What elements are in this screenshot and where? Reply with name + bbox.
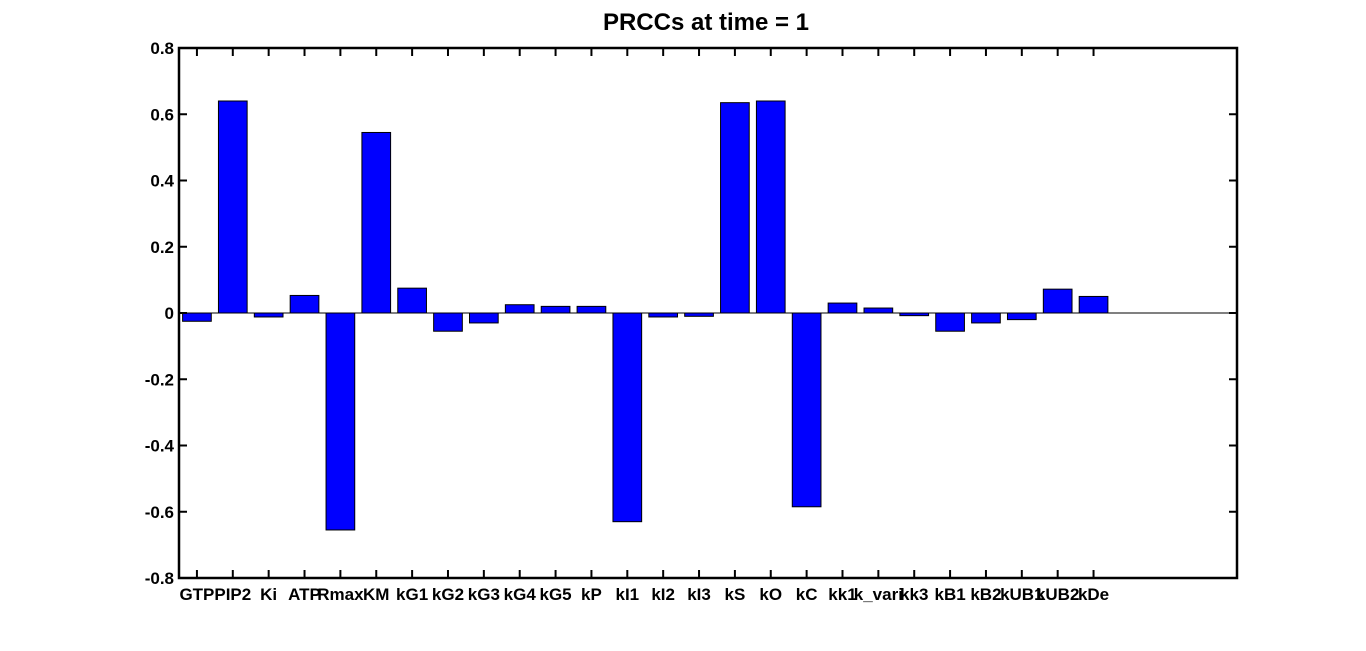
x-tick-label: kI3: [687, 585, 711, 604]
x-tick-label: kI2: [651, 585, 675, 604]
x-tick-label: kB1: [934, 585, 965, 604]
bar-kDe: [1078, 295, 1109, 314]
x-tick-label: k_vari: [854, 585, 903, 604]
bar-k_vari: [863, 307, 894, 314]
bar-ATP: [289, 294, 320, 314]
x-tick-label: kDe: [1078, 585, 1109, 604]
y-tick-label: -0.2: [145, 370, 174, 389]
x-tick-label: kB2: [970, 585, 1001, 604]
x-tick-label: ATP: [288, 585, 321, 604]
x-tick-label: kG4: [504, 585, 537, 604]
x-tick-label: KM: [363, 585, 389, 604]
x-tick-label: kk1: [828, 585, 856, 604]
bar-kB2: [971, 312, 1001, 324]
x-tick-label: kG2: [432, 585, 464, 604]
bar-kI1: [612, 312, 643, 523]
chart-title: PRCCs at time = 1: [603, 9, 809, 36]
x-tick-label: kC: [796, 585, 818, 604]
bar-kUB1: [1006, 312, 1037, 321]
bar-kG4: [504, 304, 535, 314]
y-tick-label: 0.2: [150, 238, 174, 257]
y-tick-label: -0.8: [145, 569, 174, 588]
bar-kB1: [935, 312, 965, 332]
bar-PIP2: [217, 100, 248, 314]
x-tick-label: PIP2: [214, 585, 251, 604]
x-tick-label: kk3: [900, 585, 928, 604]
bar-kG5: [540, 305, 571, 314]
x-tick-label: kUB1: [1000, 585, 1043, 604]
y-tick-label: 0.6: [150, 105, 174, 124]
x-tick-label: Ki: [260, 585, 277, 604]
x-tick-label: kI1: [615, 585, 639, 604]
y-tick-label: 0: [165, 304, 174, 323]
bar-GTP: [182, 312, 212, 322]
bar-kP: [576, 305, 607, 314]
bar-kI2: [648, 312, 679, 318]
x-tick-label: kUB2: [1036, 585, 1079, 604]
bar-kG2: [433, 312, 463, 332]
x-tick-label: kG3: [468, 585, 500, 604]
x-tick-label: Rmax: [317, 585, 364, 604]
bar-kG3: [469, 312, 499, 324]
y-tick-label: 0.8: [150, 39, 174, 58]
y-tick-label: -0.4: [145, 437, 175, 456]
y-tick-label: 0.4: [150, 172, 174, 191]
bar-kS: [720, 102, 750, 314]
y-tick-label: -0.6: [145, 503, 174, 522]
bar-KM: [361, 131, 392, 314]
bar-Rmax: [325, 312, 356, 531]
x-tick-label: kG1: [396, 585, 428, 604]
x-tick-label: kS: [724, 585, 745, 604]
bar-Ki: [253, 312, 284, 318]
x-tick-label: kP: [581, 585, 602, 604]
x-tick-label: GTP: [179, 585, 214, 604]
bar-kk1: [827, 302, 858, 314]
bar-kUB2: [1042, 288, 1073, 314]
bar-kG1: [397, 287, 427, 314]
x-tick-label: kG5: [540, 585, 572, 604]
plot-area: 0.8 0.6 0.4 0.2 0 -0.2 -0.4 -0.6 -0.8 GTP PIP2 Ki AT…: [145, 39, 1239, 604]
x-tick-label: kO: [759, 585, 782, 604]
bar-kC: [791, 312, 822, 508]
bar-kO: [755, 100, 786, 314]
